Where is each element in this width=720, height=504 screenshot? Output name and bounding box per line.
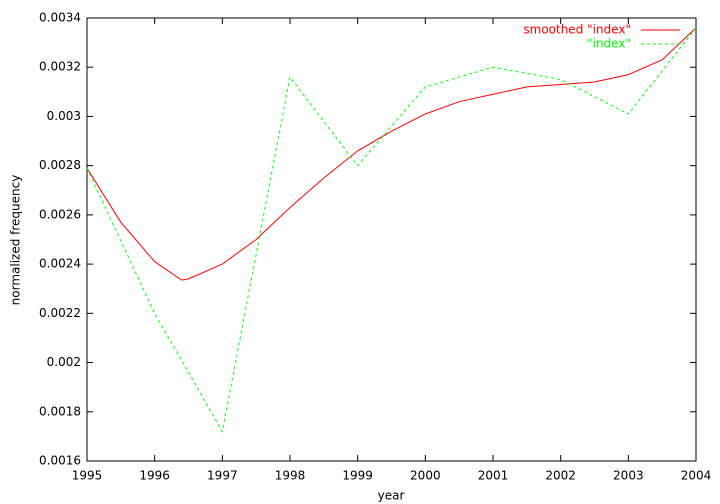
x-axis-label: year (378, 489, 405, 503)
x-tick-label: 2004 (681, 469, 712, 483)
legend-label: smoothed "index" (523, 23, 631, 37)
x-tick-label: 1995 (72, 469, 103, 483)
plot-border (86, 17, 697, 462)
y-tick-label: 0.0026 (39, 207, 81, 221)
legend-label: "index" (587, 37, 631, 51)
y-tick-label: 0.0016 (39, 454, 81, 468)
y-tick-label: 0.0032 (39, 60, 81, 74)
y-tick-label: 0.0018 (39, 404, 81, 418)
y-tick-label: 0.002 (47, 355, 81, 369)
x-tick-label: 2000 (410, 469, 441, 483)
x-tick-label: 1997 (207, 469, 238, 483)
y-axis-label: normalized frequency (9, 175, 23, 306)
x-tick-label: 2003 (613, 469, 644, 483)
series-line (86, 27, 697, 433)
x-tick-label: 1996 (139, 469, 170, 483)
x-tick-label: 1998 (275, 469, 306, 483)
x-tick-label: 1999 (342, 469, 373, 483)
y-tick-label: 0.0024 (39, 257, 81, 271)
series-line (86, 27, 697, 281)
y-tick-label: 0.0022 (39, 306, 81, 320)
y-tick-label: 0.0028 (39, 158, 81, 172)
y-tick-label: 0.0034 (39, 11, 81, 25)
y-tick-label: 0.003 (47, 109, 81, 123)
x-tick-label: 2001 (478, 469, 509, 483)
x-tick-label: 2002 (545, 469, 576, 483)
